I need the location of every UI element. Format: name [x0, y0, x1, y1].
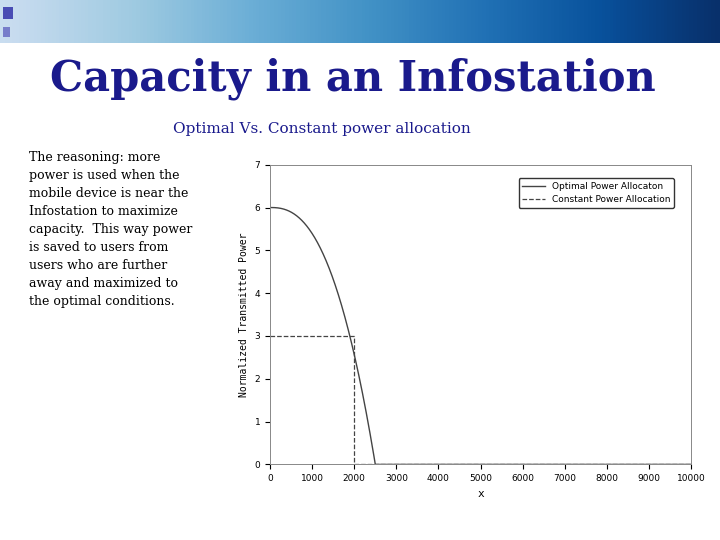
Text: Capacity in an Infostation: Capacity in an Infostation — [50, 57, 656, 100]
Constant Power Allocation — [350, 461, 359, 468]
Constant Power Allocation — [350, 333, 359, 339]
Bar — [3, 27, 10, 37]
Optimal Power Allocaton — [345, 329, 354, 336]
Optimal Power Allocaton — [334, 291, 343, 298]
X-axis label: x: x — [477, 489, 484, 498]
Line: Constant Power Allocation: Constant Power Allocation — [270, 336, 691, 464]
Optimal Power Allocaton — [687, 461, 696, 468]
Optimal Power Allocaton — [266, 204, 274, 211]
Text: Optimal Vs. Constant power allocation: Optimal Vs. Constant power allocation — [173, 122, 471, 136]
Optimal Power Allocaton — [371, 461, 379, 468]
Bar — [3, 8, 13, 19]
Text: The reasoning: more
power is used when the
mobile device is near the
Infostation: The reasoning: more power is used when t… — [29, 151, 192, 308]
Optimal Power Allocaton — [320, 254, 329, 261]
Line: Optimal Power Allocaton: Optimal Power Allocaton — [270, 207, 691, 464]
Legend: Optimal Power Allocaton, Constant Power Allocation: Optimal Power Allocaton, Constant Power … — [518, 178, 674, 208]
Y-axis label: Normalized Transmitted Power: Normalized Transmitted Power — [239, 232, 249, 397]
Constant Power Allocation — [266, 333, 274, 339]
Constant Power Allocation — [687, 461, 696, 468]
Optimal Power Allocaton — [305, 226, 314, 233]
Optimal Power Allocaton — [284, 207, 292, 214]
Optimal Power Allocaton — [304, 225, 312, 231]
